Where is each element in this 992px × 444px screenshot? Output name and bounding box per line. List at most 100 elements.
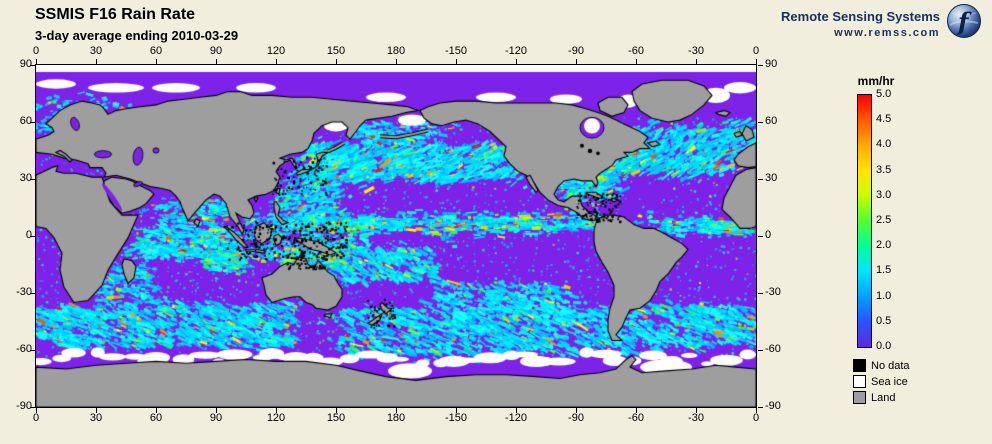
legend-item: Sea ice <box>853 375 910 388</box>
lon-tick-bottom <box>95 408 97 413</box>
lon-tick-bottom <box>575 408 577 413</box>
colorbar-tick-label: 2.0 <box>876 239 892 252</box>
lon-tick-top <box>635 59 637 64</box>
lat-label-left: 90 <box>19 58 32 70</box>
lon-label-bottom: 120 <box>266 412 286 424</box>
legend-label: Sea ice <box>871 375 908 388</box>
lon-tick-bottom <box>155 408 157 413</box>
page-subtitle: 3-day average ending 2010-03-29 <box>35 28 239 43</box>
lat-tick-right <box>758 121 763 123</box>
page-title: SSMIS F16 Rain Rate <box>35 6 196 23</box>
rain-rate-map-canvas <box>36 65 756 407</box>
lon-tick-top <box>215 59 217 64</box>
lat-label-right: 0 <box>765 229 772 241</box>
lon-label-top: -120 <box>504 45 528 57</box>
lon-label-bottom: -60 <box>628 412 644 424</box>
lat-tick-left <box>30 64 35 66</box>
lat-tick-right <box>758 292 763 294</box>
colorbar-title: mm/hr <box>857 74 895 88</box>
lon-label-bottom: 30 <box>89 412 103 424</box>
colorbar <box>857 94 872 348</box>
lon-label-bottom: 0 <box>32 412 40 424</box>
lon-label-bottom: 180 <box>386 412 406 424</box>
legend-label: No data <box>871 359 910 372</box>
lon-tick-top <box>95 59 97 64</box>
lat-label-right: -30 <box>765 286 781 298</box>
colorbar-tick-label: 0.0 <box>876 340 892 352</box>
legend-label: Land <box>871 391 896 404</box>
lat-label-left: -60 <box>16 343 32 355</box>
lon-tick-top <box>155 59 157 64</box>
lon-label-top: 90 <box>209 45 223 57</box>
world-map-frame: 0 0 30 30 60 60 90 90 120 120 150 150 180 180 -150 -150… <box>16 45 781 424</box>
lon-label-bottom: 60 <box>149 412 163 424</box>
lon-label-top: 120 <box>266 45 286 57</box>
lon-label-top: 30 <box>89 45 103 57</box>
lon-label-bottom: 0 <box>752 412 760 424</box>
lat-tick-left <box>30 121 35 123</box>
lat-tick-right <box>758 406 763 408</box>
lon-tick-bottom <box>515 408 517 413</box>
lat-tick-right <box>758 349 763 351</box>
lat-label-right: 60 <box>765 115 778 127</box>
colorbar-tick-label: 3.0 <box>876 188 892 201</box>
lat-tick-right <box>758 178 763 180</box>
lat-tick-right <box>758 64 763 66</box>
brand-name: Remote Sensing Systems <box>781 9 940 24</box>
lat-label-right: 30 <box>765 172 778 184</box>
lon-tick-top <box>335 59 337 64</box>
lat-label-left: 0 <box>25 229 32 241</box>
lat-tick-left <box>30 235 35 237</box>
lat-tick-left <box>30 178 35 180</box>
map-legend: No data Sea ice Land <box>853 359 910 407</box>
lon-tick-top <box>515 59 517 64</box>
lat-label-right: 90 <box>765 58 778 70</box>
legend-swatch <box>853 359 866 372</box>
lon-label-bottom: -90 <box>568 412 584 424</box>
legend-swatch <box>853 375 866 388</box>
legend-item: Land <box>853 391 910 404</box>
lon-label-top: 0 <box>32 45 40 57</box>
lon-tick-top <box>695 59 697 64</box>
lon-tick-top <box>395 59 397 64</box>
colorbar-tick-label: 1.5 <box>876 264 892 277</box>
legend-swatch <box>853 391 866 404</box>
lon-tick-bottom <box>395 408 397 413</box>
lat-tick-left <box>30 292 35 294</box>
lat-tick-left <box>30 406 35 408</box>
colorbar-tick-label: 5.0 <box>876 88 892 100</box>
lon-label-top: 180 <box>386 45 406 57</box>
lon-label-top: 0 <box>752 45 760 57</box>
lon-label-bottom: -150 <box>444 412 468 424</box>
lon-tick-bottom <box>755 408 757 413</box>
lon-label-top: -90 <box>568 45 584 57</box>
lon-tick-bottom <box>35 408 37 413</box>
lon-tick-bottom <box>275 408 277 413</box>
lon-label-bottom: 90 <box>209 412 223 424</box>
colorbar-tick-label: 4.0 <box>876 138 892 151</box>
lat-label-right: -60 <box>765 343 781 355</box>
colorbar-tick-label: 1.0 <box>876 289 892 302</box>
colorbar-tick-label: 0.5 <box>876 314 892 327</box>
lon-tick-bottom <box>335 408 337 413</box>
lon-label-top: 60 <box>149 45 163 57</box>
lat-tick-left <box>30 349 35 351</box>
lon-label-bottom: 150 <box>326 412 346 424</box>
brand-url-link[interactable]: www.remss.com <box>834 27 940 39</box>
lon-tick-bottom <box>695 408 697 413</box>
lat-label-right: -90 <box>765 400 781 412</box>
lon-tick-top <box>755 59 757 64</box>
lon-tick-top <box>35 59 37 64</box>
svg-text:f: f <box>956 7 972 36</box>
colorbar-tick-label: 2.5 <box>876 214 892 226</box>
lat-tick-right <box>758 235 763 237</box>
lon-tick-bottom <box>455 408 457 413</box>
lat-label-left: 30 <box>19 172 32 184</box>
lon-label-top: -30 <box>688 45 704 57</box>
lon-tick-top <box>275 59 277 64</box>
lat-label-left: -90 <box>16 400 32 412</box>
colorbar-tick-label: 3.5 <box>876 163 892 176</box>
lon-tick-top <box>575 59 577 64</box>
legend-item: No data <box>853 359 910 372</box>
